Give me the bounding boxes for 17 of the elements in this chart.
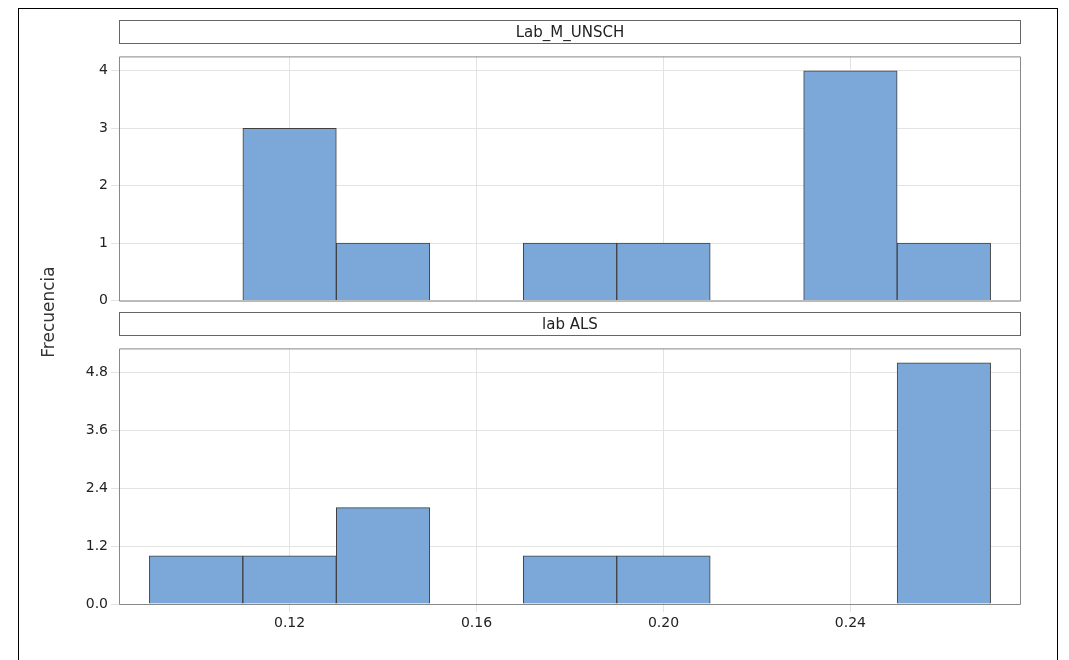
x-tick-label: 0.24 xyxy=(834,614,867,631)
x-tick-label: 0.16 xyxy=(460,614,493,631)
y-tick-label: 3 xyxy=(99,118,108,135)
y-tick-label: 2 xyxy=(99,176,108,193)
chart-title: Lab_M_UNSCH xyxy=(119,20,1021,44)
x-tick-label: 0.20 xyxy=(647,614,680,631)
y-tick-label: 2.4 xyxy=(85,478,109,495)
y-tick-label: 4.8 xyxy=(85,363,108,380)
y-tick-label: 0.0 xyxy=(85,594,108,611)
y-tick-label: 1.2 xyxy=(85,536,108,553)
y-tick-label: 0 xyxy=(99,291,108,308)
y-axis-title: Frecuencia xyxy=(38,266,58,358)
x-tick-label: 0.12 xyxy=(274,614,306,631)
y-tick-label: 4 xyxy=(99,61,109,78)
y-tick-label: 3.6 xyxy=(85,421,109,438)
y-tick-label: 1 xyxy=(99,233,108,250)
chart-title: lab ALS xyxy=(119,312,1021,336)
